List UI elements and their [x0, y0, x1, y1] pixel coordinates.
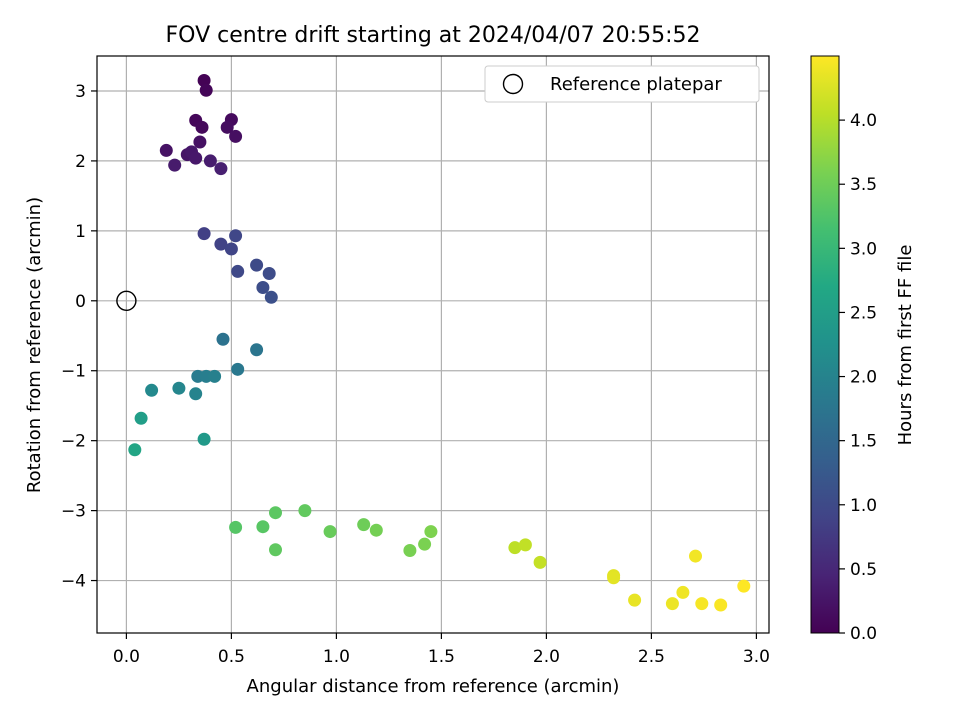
data-point	[220, 120, 234, 134]
data-point	[224, 242, 238, 256]
colorbar-tick-label: 1.5	[850, 432, 877, 452]
legend-label-reference: Reference platepar	[550, 74, 722, 95]
x-tick-label: 0.5	[218, 647, 245, 667]
y-axis-ticks: −4 −3 −2 −1 0 1 2 3	[61, 82, 97, 592]
x-axis-label: Angular distance from reference (arcmin)	[247, 676, 620, 697]
colorbar-tick-label: 4.0	[850, 111, 877, 131]
data-point	[197, 432, 211, 446]
y-tick-label: 1	[75, 222, 86, 242]
data-point	[714, 598, 728, 612]
data-point	[250, 343, 264, 357]
data-point	[214, 237, 228, 251]
data-point	[229, 520, 243, 534]
data-point	[369, 523, 383, 537]
data-point	[172, 381, 186, 395]
data-point	[695, 597, 709, 611]
colorbar-tick-label: 2.5	[850, 303, 877, 323]
data-point	[229, 129, 243, 143]
data-point	[193, 135, 207, 149]
data-point	[197, 73, 211, 87]
data-point	[128, 443, 142, 457]
colorbar-tick-label: 1.0	[850, 496, 877, 516]
plot-frame	[96, 55, 770, 634]
data-point	[216, 332, 230, 346]
x-tick-label: 3.0	[743, 647, 770, 667]
data-point	[229, 229, 243, 243]
data-point	[189, 387, 203, 401]
x-tick-label: 1.5	[428, 647, 455, 667]
data-point	[533, 555, 547, 569]
y-axis-label: Rotation from reference (arcmin)	[24, 197, 45, 493]
data-point	[424, 525, 438, 539]
data-point	[214, 162, 228, 176]
data-point	[134, 411, 148, 425]
data-point	[518, 538, 532, 552]
colorbar: 0.0 0.5 1.0 1.5 2.0 2.5 3.0 3.5 4.0 Hours from f…	[810, 55, 916, 644]
data-point	[665, 597, 679, 611]
x-tick-label: 0.0	[113, 647, 140, 667]
data-point	[199, 83, 213, 97]
colorbar-tick-label: 3.5	[850, 175, 877, 195]
legend: Reference platepar	[484, 65, 760, 103]
data-point	[269, 543, 282, 557]
y-tick-label: 2	[75, 152, 86, 172]
data-point	[197, 227, 211, 241]
data-points	[128, 73, 751, 612]
colorbar-tick-label: 2.0	[850, 368, 877, 388]
chart-title: FOV centre drift starting at 2024/04/07 …	[166, 23, 701, 48]
colorbar-ticks: 0.0 0.5 1.0 1.5 2.0 2.5 3.0 3.5 4.0	[839, 111, 877, 644]
data-point	[159, 143, 173, 157]
data-point	[231, 362, 245, 376]
data-point	[189, 151, 203, 165]
reference-layer	[116, 290, 137, 311]
x-axis-ticks: 0.0 0.5 1.0 1.5 2.0 2.5 3.0	[113, 633, 770, 667]
colorbar-tick-label: 0.5	[850, 560, 877, 580]
data-point	[508, 541, 522, 555]
data-point	[256, 520, 270, 534]
y-tick-label: −2	[61, 432, 86, 452]
y-tick-label: −1	[61, 362, 86, 382]
data-point	[676, 585, 690, 599]
colorbar-tick-label: 3.0	[850, 239, 877, 259]
y-tick-label: 0	[75, 292, 86, 312]
colorbar-label: Hours from first FF file	[895, 245, 916, 446]
x-tick-label: 2.0	[533, 647, 560, 667]
reference-marker	[116, 290, 137, 311]
x-tick-label: 2.5	[638, 647, 665, 667]
data-point	[357, 518, 371, 532]
data-point	[195, 120, 209, 134]
colorbar-tick-label: 0.0	[850, 624, 877, 644]
grid-lines	[97, 56, 769, 633]
data-point	[145, 383, 159, 397]
data-point	[403, 543, 417, 557]
data-point	[208, 369, 222, 383]
plot-area: 0.0 0.5 1.0 1.5 2.0 2.5 3.0 −4 −3 −2 −1 0 1 2 3	[61, 55, 770, 667]
data-point	[607, 571, 621, 585]
y-tick-label: −3	[61, 502, 86, 522]
data-point	[168, 158, 182, 172]
data-point	[737, 579, 751, 593]
data-point	[264, 290, 278, 304]
data-point	[689, 549, 702, 563]
data-point	[418, 537, 432, 551]
data-point	[323, 525, 337, 539]
data-point	[298, 504, 312, 518]
data-point	[269, 506, 282, 520]
legend-marker-reference	[502, 73, 524, 95]
data-point	[250, 258, 264, 272]
data-point	[628, 593, 642, 607]
legend-box	[484, 65, 760, 103]
colorbar-gradient	[810, 55, 840, 634]
x-tick-label: 1.0	[323, 647, 350, 667]
data-point	[256, 280, 270, 294]
y-tick-label: 3	[75, 82, 86, 102]
y-tick-label: −4	[61, 572, 86, 592]
data-point	[262, 267, 276, 281]
data-point	[203, 154, 217, 168]
data-point	[231, 264, 245, 278]
